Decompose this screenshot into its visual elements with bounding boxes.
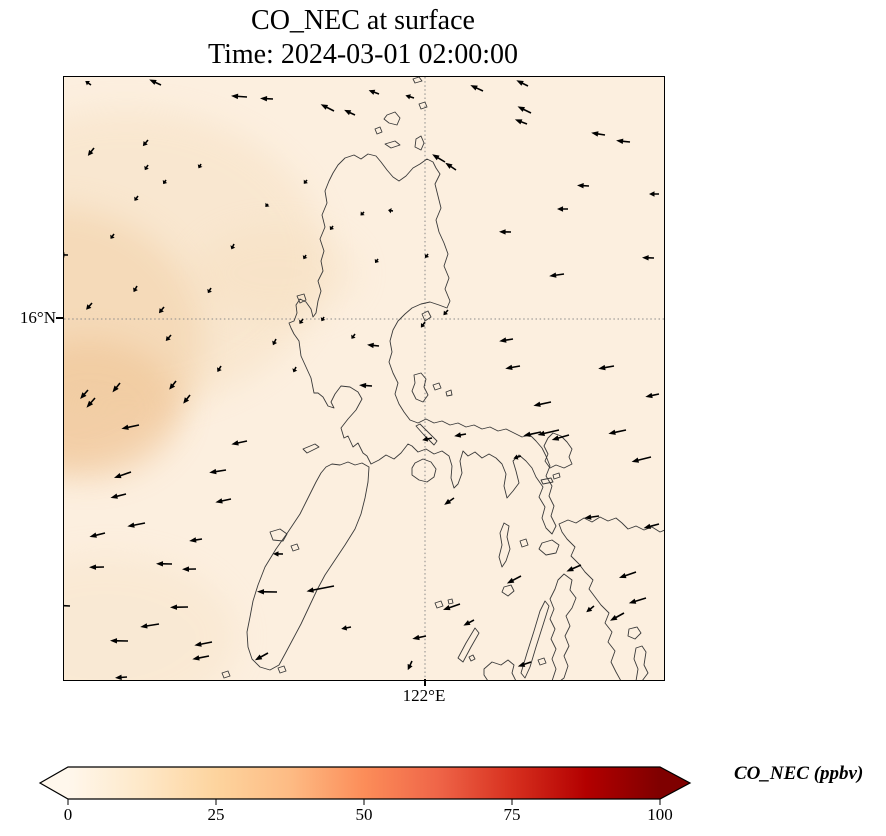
latitude-tick-label: 16°N <box>19 308 56 327</box>
colorbar <box>36 766 696 810</box>
colorbar-tick-marks <box>67 799 661 805</box>
longitude-tick-label: 122°E <box>402 686 446 705</box>
longitude-tick-mark <box>424 679 426 686</box>
gridlines <box>64 77 664 680</box>
colorbar-gradient-bar <box>38 766 692 800</box>
plot-subtitle: Time: 2024-03-01 02:00:00 <box>207 39 519 70</box>
wind-arrows <box>64 79 660 680</box>
colorbar-label: CO_NEC (ppbv) <box>734 763 864 784</box>
field-shading-layer <box>64 109 358 680</box>
colorbar-tick-label-50: 50 <box>355 805 373 824</box>
map-plot-area <box>63 76 665 681</box>
colorbar-tick-label-100: 100 <box>647 805 673 824</box>
map-svg <box>64 77 664 680</box>
colorbar-tick-label-25: 25 <box>207 805 225 824</box>
colorbar-tick-label-0: 0 <box>63 805 73 824</box>
colorbar-svg <box>38 766 692 805</box>
latitude-tick-mark <box>56 317 63 319</box>
coastlines <box>221 77 664 680</box>
colorbar-tick-label-75: 75 <box>503 805 521 824</box>
plot-title: CO_NEC at surface <box>251 5 475 36</box>
